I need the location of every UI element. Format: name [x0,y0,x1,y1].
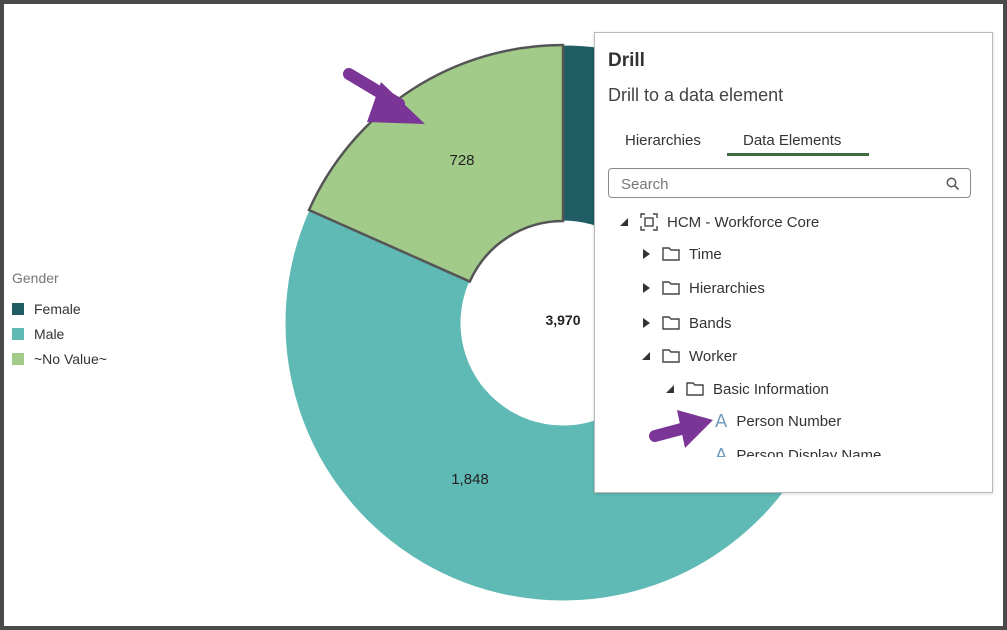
drill-title: Drill [608,50,645,71]
tree-node-label: Worker [689,347,738,365]
legend-swatch [12,327,24,340]
attribute-icon: A [715,444,728,458]
legend-label: ~No Value~ [34,350,107,367]
legend-title: Gender [12,270,59,286]
visualization-canvas: 3,970 1,848 728 Gender Female Male ~No V… [4,4,1003,626]
tree-node-label: Person Number [736,412,842,430]
attribute-icon: A [715,410,728,432]
folder-icon [662,247,680,261]
tree-node-label: Hierarchies [689,279,765,297]
tree-node-time[interactable]: Time [639,242,722,266]
selected-tab-indicator [727,153,869,156]
chart-legend: Gender Female Male ~No Value~ [12,270,107,371]
search-icon[interactable] [946,177,960,191]
expanded-triangle-icon[interactable] [617,215,631,229]
donut-slice-novalue[interactable] [307,43,565,284]
collapsed-triangle-icon[interactable] [639,316,653,330]
tree-node-label: Basic Information [713,380,829,398]
folder-icon [662,281,680,295]
search-input[interactable] [619,175,943,194]
tree-node-person-display-name[interactable]: A Person Display Name [715,443,882,458]
search-box [608,168,971,198]
legend-item-female[interactable]: Female [12,296,107,321]
tab-data-elements[interactable]: Data Elements [743,132,842,149]
legend-item-male[interactable]: Male [12,321,107,346]
tree-node-person-number[interactable]: A Person Number [715,409,841,433]
legend-label: Male [34,325,65,342]
legend-label: Female [34,300,81,317]
drill-subtitle: Drill to a data element [608,85,784,105]
slice-label-no-value: 728 [449,152,474,169]
legend-swatch [12,352,24,365]
collapsed-triangle-icon[interactable] [639,281,653,295]
expanded-triangle-icon[interactable] [639,349,653,363]
tab-hierarchies[interactable]: Hierarchies [625,132,701,149]
donut-center-total: 3,970 [545,312,580,328]
tree-node-hcm-workforce-core[interactable]: HCM - Workforce Core [617,210,819,234]
tree-node-worker[interactable]: Worker [639,344,737,368]
tree-node-label: Person Display Name [736,446,882,458]
tree-node-label: Bands [689,314,732,332]
tree-node-hierarchies[interactable]: Hierarchies [639,276,765,300]
expanded-triangle-icon[interactable] [663,382,677,396]
legend-item-no-value[interactable]: ~No Value~ [12,346,107,371]
folder-icon [662,349,680,363]
tree-node-bands[interactable]: Bands [639,311,732,335]
donut-slice-male[interactable] [284,209,788,602]
drill-popup: Drill Drill to a data element Hierarchie… [594,32,993,493]
tree-node-label: HCM - Workforce Core [667,213,820,231]
legend-swatch [12,302,24,315]
tree-node-basic-information[interactable]: Basic Information [663,377,829,401]
folder-icon [686,382,704,396]
folder-icon [662,316,680,330]
subject-area-icon [640,213,658,231]
collapsed-triangle-icon[interactable] [639,247,653,261]
data-element-tree: HCM - Workforce Core Time Hierarchies Ba… [595,33,992,457]
tree-node-label: Time [689,245,722,263]
slice-label-male: 1,848 [451,471,489,488]
